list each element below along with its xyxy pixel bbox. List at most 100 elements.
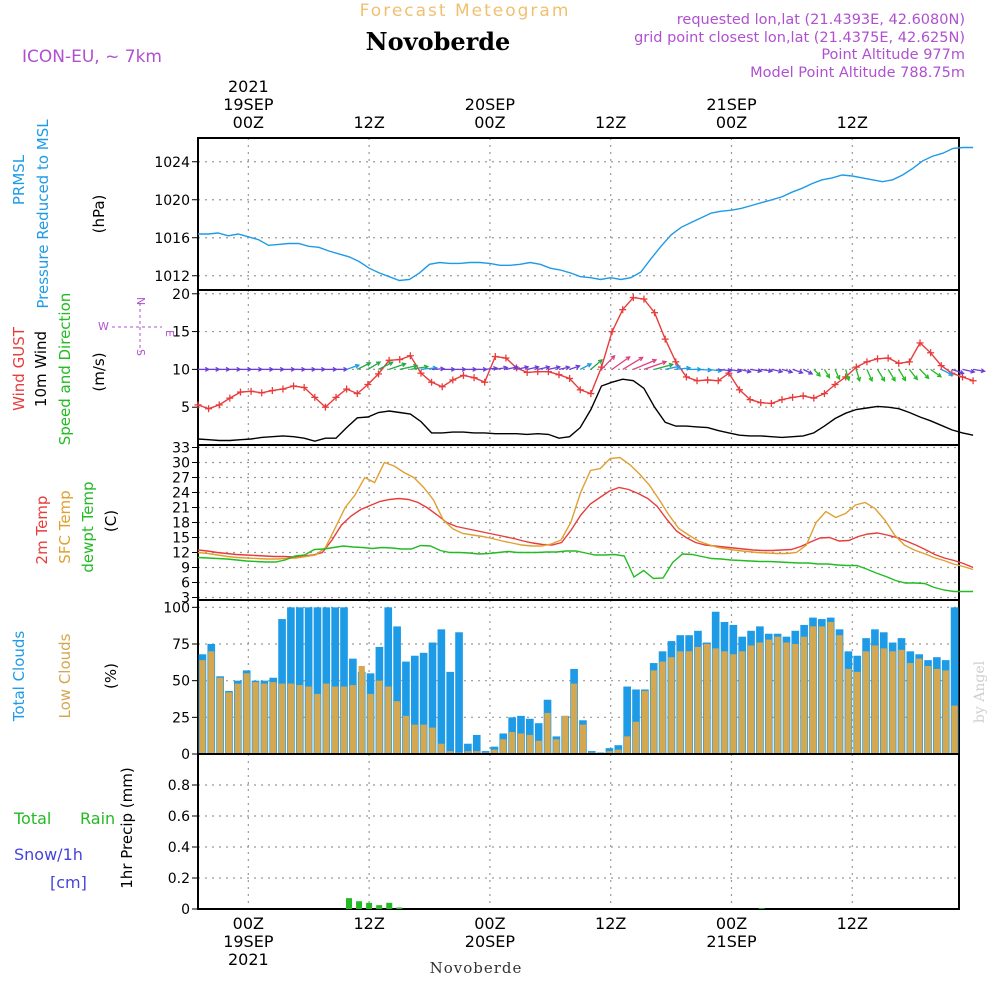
low-cloud-bar: [544, 712, 551, 754]
low-cloud-bar: [216, 677, 224, 754]
low-cloud-bar: [517, 733, 525, 754]
low-cloud-bar: [296, 685, 303, 754]
place-title: Novoberde: [366, 27, 511, 56]
gust-marker: [375, 370, 383, 378]
low-cloud-bar: [641, 690, 648, 754]
wind-arrow: [251, 366, 264, 372]
precip-ytick-label: 0: [181, 902, 190, 918]
low-cloud-bar: [933, 668, 941, 754]
temp-ytick-label: 27: [172, 471, 190, 487]
gust-marker: [300, 384, 308, 392]
low-cloud-bar: [447, 751, 454, 754]
top-time-label: 19SEP: [223, 95, 274, 114]
low-cloud-bar: [871, 645, 879, 754]
wind-arrow: [314, 366, 327, 372]
wind-arrow: [739, 368, 752, 374]
gust-marker: [406, 352, 414, 360]
gust-marker: [863, 358, 871, 366]
low-cloud-bar: [323, 683, 330, 754]
clouds-ytick-label: 25: [172, 710, 190, 726]
gust-marker: [417, 369, 425, 377]
temp-ytick-label: 24: [172, 486, 190, 502]
low-cloud-bar: [438, 743, 445, 754]
gust-marker: [343, 385, 351, 393]
gust-marker: [587, 390, 595, 398]
label-10m-wind: 10m Wind: [32, 331, 50, 407]
low-cloud-bar: [393, 701, 401, 754]
gust-marker: [438, 383, 446, 391]
low-cloud-bar: [500, 739, 507, 754]
total-cloud-bar: [393, 626, 401, 754]
low-cloud-bar: [526, 734, 533, 754]
wind-arrow: [834, 369, 841, 381]
gust-marker: [958, 373, 966, 381]
rain-bar: [376, 905, 383, 909]
total-cloud-bar: [455, 632, 463, 754]
wind-arrow: [643, 360, 668, 371]
bottom-time-label: 21SEP: [706, 932, 757, 951]
low-cloud-bar: [234, 683, 241, 754]
model-altitude: Model Point Altitude 788.75m: [750, 65, 965, 81]
precip-ytick-label: 0.6: [168, 809, 190, 825]
clouds-panel: 0 25 50 75 100: [163, 599, 960, 763]
low-cloud-bar: [712, 648, 719, 754]
low-cloud-bar: [491, 749, 498, 754]
low-cloud-bar: [570, 683, 578, 754]
total-cloud-bar: [428, 642, 437, 754]
label-ms: (m/s): [90, 352, 108, 391]
temp-ytick-label: 18: [172, 516, 190, 532]
wind-ytick-label: 10: [172, 362, 190, 378]
low-cloud-bar: [278, 683, 286, 754]
low-cloud-bar: [818, 626, 825, 754]
wind-arrow: [750, 368, 763, 374]
low-cloud-bar: [402, 715, 410, 754]
gust-marker: [311, 393, 319, 401]
low-cloud-bar: [464, 751, 472, 754]
point-altitude: Point Altitude 977m: [821, 47, 965, 63]
gust-marker: [523, 368, 531, 376]
low-cloud-bar: [703, 644, 710, 754]
label-dewpt: dewpt Temp: [79, 481, 97, 572]
label-2m-temp: 2m Temp: [33, 496, 51, 565]
gust-marker: [247, 387, 255, 395]
low-cloud-bar: [624, 736, 631, 754]
gust-marker: [608, 328, 616, 336]
compass-south: S: [134, 349, 147, 356]
low-cloud-bar: [898, 649, 905, 754]
total-cloud-bar: [304, 607, 313, 754]
wind-ytick-label: 20: [172, 287, 190, 303]
gust-marker: [884, 354, 892, 362]
bottom-time-label: 12Z: [595, 914, 626, 933]
wind-arrow: [410, 364, 430, 371]
low-cloud-bar: [606, 751, 613, 754]
rain-bar: [386, 902, 393, 909]
gust-marker: [491, 353, 499, 361]
wind-arrow: [728, 368, 743, 374]
label-gust: Wind GUST: [10, 326, 28, 411]
low-cloud-bar: [615, 749, 622, 754]
total-cloud-bar: [384, 607, 393, 754]
wind-arrow: [908, 368, 919, 381]
wind-arrow: [633, 358, 658, 370]
bottom-time-label: 00Z: [716, 914, 747, 933]
top-time-label: 2021: [228, 77, 269, 96]
wind-arrow: [654, 362, 674, 371]
footer-place: Novoberde: [430, 959, 523, 977]
wind-series-10m-wind: [197, 378, 974, 442]
low-cloud-bar: [836, 635, 843, 754]
wind-arrow: [919, 368, 930, 380]
low-cloud-bar: [385, 686, 392, 754]
low-cloud-bar: [880, 648, 887, 754]
gust-marker: [789, 393, 797, 401]
compass-west: W: [98, 320, 109, 333]
legend-rain: Rain: [80, 809, 115, 828]
gust-marker: [736, 386, 744, 394]
pressure-ytick-label: 1020: [154, 193, 190, 209]
total-cloud-bar: [402, 661, 410, 754]
wind-panel: 5 10 15 20: [172, 287, 986, 446]
wind-arrow: [336, 366, 349, 372]
panels: 1012101610201024510152036912151821242730…: [154, 137, 986, 918]
label-pressure: Pressure Reduced to MSL: [34, 119, 52, 309]
low-cloud-bar: [349, 685, 356, 754]
